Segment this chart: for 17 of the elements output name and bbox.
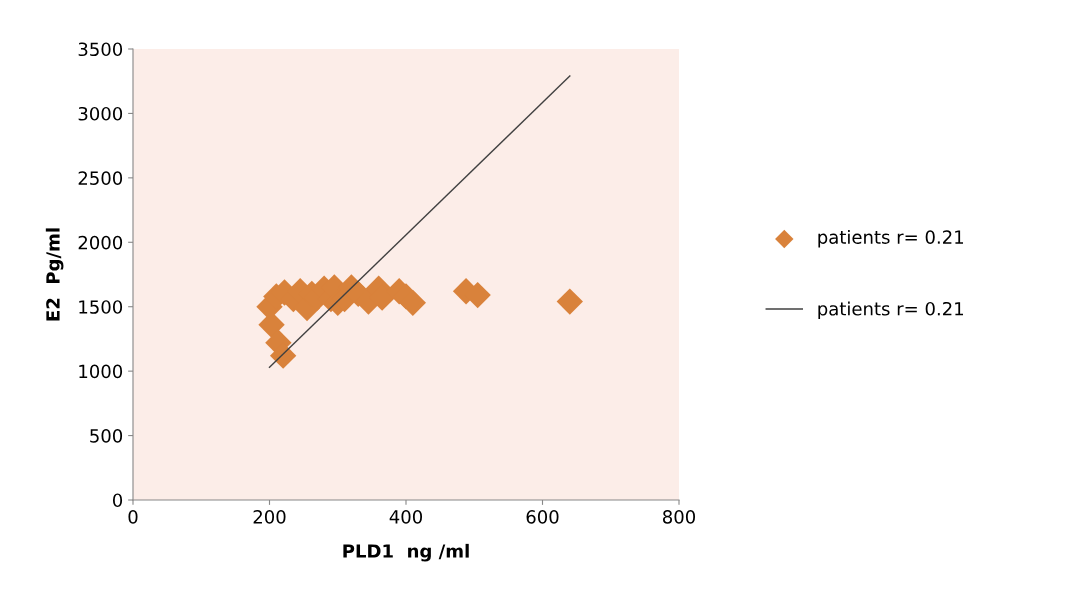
y-tick-label: 1000 (79, 364, 123, 379)
x-tick-label: 600 (526, 510, 559, 524)
x-tick-label: 0 (128, 510, 138, 524)
y-tick-label: 3000 (78, 106, 123, 121)
y-tick-label: 2000 (78, 235, 123, 250)
legend-label: patients r= 0.21 (818, 301, 964, 320)
x-tick-label: 200 (253, 510, 286, 524)
y-tick-label: 2500 (78, 171, 123, 185)
x-axis-title: PLD1 ng /ml (343, 543, 469, 562)
y-tick-label: 500 (90, 429, 123, 443)
y-tick-label: 0 (112, 493, 123, 508)
legend-label: patients r= 0.21 (818, 229, 964, 248)
y-tick-label: 1500 (79, 300, 123, 314)
y-tick-label: 3500 (78, 42, 123, 57)
x-tick-label: 400 (389, 510, 423, 524)
x-tick-label: 800 (662, 510, 696, 524)
y-axis-title: E2 Pg/ml (45, 228, 64, 321)
